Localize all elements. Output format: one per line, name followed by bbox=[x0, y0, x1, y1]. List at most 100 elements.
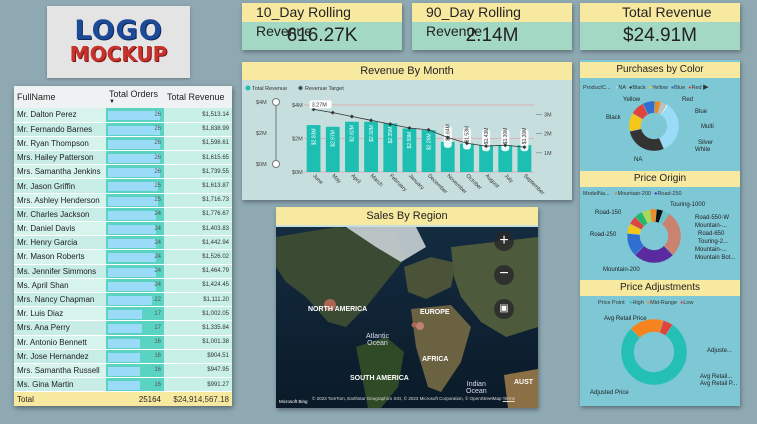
table-row[interactable]: Mrs. Samantha Jenkins 26 $1,739.55 bbox=[14, 164, 232, 180]
price-origin-legend[interactable]: ModelNa... ●Mountain-200 ●Road-250 bbox=[583, 191, 682, 197]
legend-item[interactable]: Low bbox=[683, 300, 694, 306]
north-america-sales-bubble[interactable] bbox=[324, 299, 336, 311]
column-header-fullname[interactable]: FullName bbox=[14, 86, 106, 108]
orders-databar bbox=[108, 196, 158, 206]
sales-by-region-map[interactable]: Sales By Region bbox=[276, 207, 538, 408]
legend-item[interactable]: Blue bbox=[674, 85, 686, 91]
zoom-out-button[interactable]: − bbox=[494, 265, 514, 285]
orders-value: 16 bbox=[154, 339, 161, 346]
slice-white[interactable] bbox=[660, 104, 669, 116]
bar-february[interactable] bbox=[383, 123, 398, 172]
logo-line-2: MOCKUP bbox=[69, 42, 168, 66]
europe-sales-bubble[interactable] bbox=[416, 322, 424, 330]
column-header-total-orders[interactable]: Total Orders ▼ bbox=[106, 86, 164, 108]
legend-item[interactable]: Black bbox=[632, 85, 646, 91]
select-area-icon[interactable]: ▣ bbox=[494, 299, 514, 319]
target-marker[interactable] bbox=[407, 125, 412, 130]
table-row[interactable]: Ms. Jennifer Simmons 24 $1,464.79 bbox=[14, 264, 232, 279]
column-header-total-revenue[interactable]: Total Revenue bbox=[164, 86, 232, 108]
column-header-label: Total Orders bbox=[109, 89, 159, 99]
target-marker[interactable] bbox=[464, 141, 469, 146]
bar-november[interactable] bbox=[440, 141, 455, 172]
bar-march[interactable] bbox=[364, 121, 378, 172]
table-row[interactable]: Mr. Charles Jackson 24 $1,776.67 bbox=[14, 207, 232, 223]
legend-item[interactable]: Yellow bbox=[652, 85, 668, 91]
target-marker[interactable] bbox=[484, 144, 489, 149]
legend-item[interactable]: NA bbox=[618, 85, 627, 91]
customer-revenue-table[interactable]: FullName Total Orders ▼ Total Revenue Mr… bbox=[14, 86, 232, 406]
legend-item[interactable]: Red bbox=[691, 85, 702, 91]
table-row[interactable]: Mr. Dalton Perez 26 $1,513.14 bbox=[14, 108, 232, 123]
label-adjusted-price: Adjusted Price bbox=[590, 390, 629, 396]
map-label-africa: AFRICA bbox=[422, 356, 449, 363]
cell-total-orders: 17 bbox=[106, 306, 164, 322]
table-row[interactable]: Mr. Antonio Bennett 16 $1,001.38 bbox=[14, 335, 232, 350]
slice-black[interactable] bbox=[629, 128, 665, 152]
slice-high[interactable] bbox=[620, 324, 688, 386]
bar-december[interactable] bbox=[421, 130, 436, 172]
table-row[interactable]: Mrs. Ashley Henderson 25 $1,716.73 bbox=[14, 193, 232, 208]
label-avg-retail-b: Avg Retail P... bbox=[700, 381, 738, 387]
table-row[interactable]: Mr. Jason Griffin 25 $1,613.87 bbox=[14, 178, 232, 194]
bar-april[interactable] bbox=[345, 121, 359, 172]
target-marker[interactable] bbox=[349, 114, 354, 119]
range-slider-bottom-handle[interactable] bbox=[272, 160, 280, 168]
legend-item[interactable]: Road-250 bbox=[657, 191, 682, 197]
legend-next-icon[interactable]: ▶ bbox=[703, 84, 709, 91]
purchases-by-color-legend[interactable]: ProductC... ●NA ●Black ●Yellow ●Blue ●Red ▶ bbox=[583, 83, 709, 91]
kpi-90-day-rolling-revenue[interactable]: 90_Day Rolling Revenue 2.14M bbox=[412, 3, 572, 50]
price-adjustments-donut[interactable] bbox=[620, 312, 740, 402]
table-row[interactable]: Mrs. Hailey Patterson 26 $1,615.65 bbox=[14, 150, 232, 166]
table-row[interactable]: Mr. Fernando Barnes 26 $1,838.99 bbox=[14, 122, 232, 137]
legend-item[interactable]: High bbox=[632, 300, 644, 306]
table-row[interactable]: Mrs. Samantha Russell 16 $947.95 bbox=[14, 363, 232, 379]
target-marker[interactable] bbox=[330, 110, 335, 115]
bar-january[interactable] bbox=[402, 128, 417, 172]
revenue-by-month-chart[interactable]: Revenue By Month Total Revenue Revenue Ta… bbox=[242, 62, 572, 200]
price-origin-donut[interactable] bbox=[620, 202, 740, 274]
y-tick-label: $2M bbox=[292, 137, 303, 143]
map-canvas[interactable]: NORTH AMERICA EUROPE Atlantic Ocean AFRI… bbox=[276, 227, 538, 408]
table-row[interactable]: Ms. April Shan 24 $1,424.45 bbox=[14, 278, 232, 293]
cell-fullname: Mr. Luis Diaz bbox=[14, 306, 106, 322]
table-row[interactable]: Ms. Gina Martin 16 $991.27 bbox=[14, 377, 232, 393]
legend-item[interactable]: Mid-Range bbox=[650, 300, 678, 306]
kpi-total-revenue[interactable]: Total Revenue $24.91M bbox=[580, 3, 740, 50]
bar-september[interactable] bbox=[517, 145, 532, 172]
table-row[interactable]: Mr. Luis Diaz 17 $1,002.05 bbox=[14, 306, 232, 322]
price-adjustments-legend[interactable]: Price Point ●High ●Mid-Range ●Low bbox=[598, 300, 693, 306]
target-marker[interactable] bbox=[369, 118, 374, 123]
orders-databar bbox=[108, 352, 140, 362]
target-marker[interactable] bbox=[445, 135, 450, 140]
map-terms-link[interactable]: Terms bbox=[502, 396, 515, 401]
europe-sales-bubble-2[interactable] bbox=[411, 322, 417, 328]
table-row[interactable]: Mr. Ryan Thompson 26 $1,598.61 bbox=[14, 136, 232, 152]
target-marker[interactable] bbox=[503, 143, 508, 148]
legend-item[interactable]: Mountain-200 bbox=[617, 191, 652, 197]
table-row[interactable]: Mrs. Nancy Chapman 22 $1,111.20 bbox=[14, 292, 232, 308]
target-marker[interactable] bbox=[388, 122, 393, 127]
target-marker[interactable] bbox=[426, 127, 431, 132]
legend-dot-icon: ● bbox=[670, 85, 675, 91]
bar-july[interactable] bbox=[498, 145, 513, 172]
range-slider-top-handle[interactable] bbox=[272, 98, 280, 106]
table-row[interactable]: Mr. Mason Roberts 24 $1,526.02 bbox=[14, 249, 232, 265]
kpi-10-day-rolling-revenue[interactable]: 10_Day Rolling Revenue 616.27K bbox=[242, 3, 402, 50]
label-na: NA bbox=[634, 157, 643, 163]
table-row[interactable]: Mr. Henry Garcia 24 $1,442.94 bbox=[14, 235, 232, 251]
cell-total-orders: 26 bbox=[106, 122, 164, 137]
table-row[interactable]: Mr. Daniel Davis 24 $1,403.83 bbox=[14, 221, 232, 237]
zoom-in-button[interactable]: + bbox=[494, 231, 514, 251]
slice-mountain-bot-[interactable] bbox=[658, 210, 670, 225]
bar-august[interactable] bbox=[479, 145, 493, 172]
bar-october[interactable] bbox=[460, 143, 474, 172]
slice-low[interactable] bbox=[659, 320, 673, 336]
table-row[interactable]: Mr. Jose Hernandez 16 $904.51 bbox=[14, 349, 232, 364]
bar-june[interactable] bbox=[306, 125, 321, 172]
bar-may[interactable] bbox=[325, 126, 340, 172]
chart-legend[interactable]: Total Revenue Revenue Target bbox=[245, 85, 345, 93]
table-row[interactable]: Mrs. Ana Perry 17 $1,335.84 bbox=[14, 320, 232, 336]
legend-items: ●High ●Mid-Range ●Low bbox=[626, 300, 693, 306]
purchases-by-color-donut[interactable] bbox=[620, 92, 740, 168]
target-marker[interactable] bbox=[522, 145, 527, 150]
